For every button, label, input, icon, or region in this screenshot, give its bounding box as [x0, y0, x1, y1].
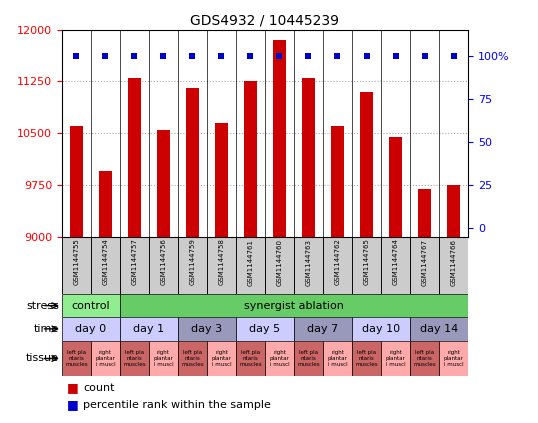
Text: GSM1144754: GSM1144754 — [102, 239, 108, 286]
Bar — [62, 237, 91, 294]
Bar — [149, 341, 178, 376]
Bar — [389, 137, 402, 237]
Text: day 5: day 5 — [250, 324, 280, 334]
Bar — [273, 40, 286, 237]
Bar — [236, 317, 294, 341]
Text: right
plantar
i muscl: right plantar i muscl — [386, 350, 406, 367]
Text: GSM1144766: GSM1144766 — [450, 239, 457, 286]
Bar — [294, 341, 323, 376]
Bar — [447, 185, 460, 237]
Text: left pla
ntaris
muscles: left pla ntaris muscles — [65, 350, 88, 367]
Bar — [236, 237, 265, 294]
Bar — [265, 237, 294, 294]
Text: time: time — [34, 324, 59, 334]
Text: GSM1144761: GSM1144761 — [247, 239, 253, 286]
Bar — [178, 341, 207, 376]
Bar — [302, 78, 315, 237]
Bar — [331, 126, 344, 237]
Text: ■: ■ — [67, 398, 79, 412]
Bar — [120, 317, 178, 341]
Bar — [236, 341, 265, 376]
Bar — [120, 237, 149, 294]
Bar — [62, 317, 120, 341]
Text: ■: ■ — [67, 382, 79, 394]
Bar — [207, 237, 236, 294]
Bar — [410, 237, 439, 294]
Text: GSM1144763: GSM1144763 — [306, 239, 312, 286]
Text: GSM1144767: GSM1144767 — [422, 239, 428, 286]
Text: right
plantar
i muscl: right plantar i muscl — [328, 350, 348, 367]
Text: day 1: day 1 — [133, 324, 165, 334]
Bar — [439, 341, 468, 376]
Bar — [91, 237, 120, 294]
Text: GSM1144758: GSM1144758 — [218, 239, 224, 286]
Text: GSM1144755: GSM1144755 — [73, 239, 80, 286]
Text: left pla
ntaris
muscles: left pla ntaris muscles — [239, 350, 262, 367]
Bar — [149, 237, 178, 294]
Text: right
plantar
i muscl: right plantar i muscl — [95, 350, 115, 367]
Bar — [99, 171, 112, 237]
Text: GSM1144764: GSM1144764 — [393, 239, 399, 286]
Bar — [352, 317, 410, 341]
Text: synergist ablation: synergist ablation — [244, 301, 344, 310]
Bar — [207, 341, 236, 376]
Text: GSM1144762: GSM1144762 — [335, 239, 341, 286]
Text: tissue: tissue — [26, 354, 59, 363]
Bar — [294, 237, 323, 294]
Bar — [62, 294, 120, 317]
Bar — [381, 341, 410, 376]
Text: day 7: day 7 — [307, 324, 338, 334]
Bar — [91, 341, 120, 376]
Bar — [215, 123, 228, 237]
Bar — [418, 189, 431, 237]
Text: stress: stress — [26, 301, 59, 310]
Bar — [323, 341, 352, 376]
Bar — [157, 130, 170, 237]
Bar — [178, 237, 207, 294]
Bar — [70, 126, 83, 237]
Bar — [120, 294, 468, 317]
Text: GSM1144760: GSM1144760 — [277, 239, 282, 286]
Bar — [120, 341, 149, 376]
Text: day 14: day 14 — [420, 324, 458, 334]
Title: GDS4932 / 10445239: GDS4932 / 10445239 — [190, 13, 339, 27]
Text: right
plantar
i muscl: right plantar i muscl — [211, 350, 231, 367]
Text: left pla
ntaris
muscles: left pla ntaris muscles — [355, 350, 378, 367]
Bar — [128, 78, 141, 237]
Text: count: count — [83, 383, 115, 393]
Text: right
plantar
i muscl: right plantar i muscl — [153, 350, 173, 367]
Bar — [410, 341, 439, 376]
Bar — [294, 317, 352, 341]
Bar — [381, 237, 410, 294]
Bar — [352, 237, 381, 294]
Text: left pla
ntaris
muscles: left pla ntaris muscles — [413, 350, 436, 367]
Text: GSM1144756: GSM1144756 — [160, 239, 166, 286]
Bar — [410, 317, 468, 341]
Text: day 3: day 3 — [192, 324, 223, 334]
Bar — [178, 317, 236, 341]
Text: left pla
ntaris
muscles: left pla ntaris muscles — [181, 350, 204, 367]
Bar — [352, 341, 381, 376]
Text: GSM1144757: GSM1144757 — [131, 239, 137, 286]
Text: percentile rank within the sample: percentile rank within the sample — [83, 400, 271, 410]
Bar — [439, 237, 468, 294]
Bar — [244, 82, 257, 237]
Bar — [186, 88, 199, 237]
Text: left pla
ntaris
muscles: left pla ntaris muscles — [123, 350, 146, 367]
Bar — [265, 341, 294, 376]
Text: left pla
ntaris
muscles: left pla ntaris muscles — [297, 350, 320, 367]
Bar — [360, 92, 373, 237]
Text: right
plantar
i muscl: right plantar i muscl — [444, 350, 464, 367]
Bar — [62, 341, 91, 376]
Text: GSM1144759: GSM1144759 — [189, 239, 195, 286]
Bar — [323, 237, 352, 294]
Text: day 10: day 10 — [362, 324, 400, 334]
Text: GSM1144765: GSM1144765 — [364, 239, 370, 286]
Text: day 0: day 0 — [75, 324, 107, 334]
Text: right
plantar
i muscl: right plantar i muscl — [270, 350, 289, 367]
Text: control: control — [72, 301, 110, 310]
